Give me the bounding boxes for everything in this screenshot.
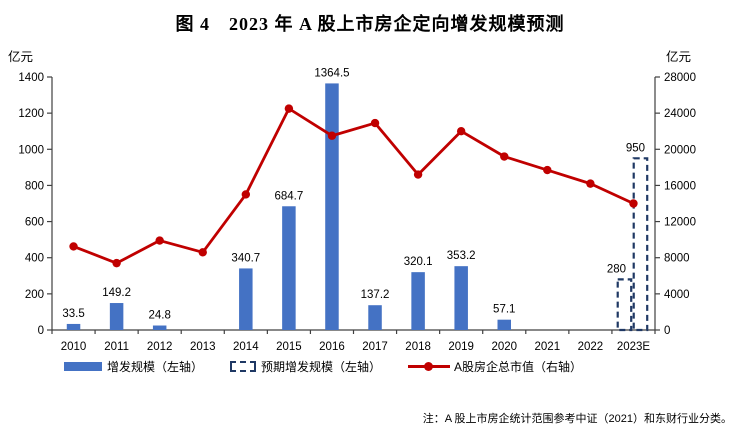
x-axis-label-2017: 2017: [362, 341, 388, 353]
y-tick-label-right: 20000: [664, 144, 696, 156]
x-axis-label-2010: 2010: [61, 341, 87, 353]
market-cap-point-2020: [500, 152, 509, 161]
bar-2012: [152, 325, 167, 330]
bar-label-2015: 684.7: [275, 190, 304, 202]
bar-2015: [282, 206, 296, 330]
market-cap-point-2010: [69, 242, 78, 251]
bar-label-2019: 353.2: [447, 250, 476, 262]
market-cap-point-2013: [198, 248, 207, 257]
x-axis-label-2015: 2015: [276, 341, 302, 353]
market-cap-point-2014: [241, 190, 251, 199]
x-axis-label-2023E: 2023E: [617, 341, 651, 353]
y-tick-label-left: 200: [25, 289, 44, 301]
y-tick-label-left: 1400: [18, 72, 44, 84]
bar-label-2010: 33.5: [62, 308, 84, 320]
chart-legend: 增发规模（左轴） 预期增发规模（左轴） A股房企总市值（右轴）: [64, 358, 582, 375]
market-cap-point-2022: [586, 179, 595, 188]
bar-label-2017: 137.2: [361, 289, 390, 301]
forecast-bar-label-950: 950: [626, 142, 645, 154]
legend-label: 增发规模（左轴）: [107, 360, 204, 374]
legend-label: 预期增发规模（左轴）: [261, 360, 382, 374]
y-tick-label-left: 400: [25, 253, 44, 265]
legend-item-0: 增发规模（左轴）: [64, 358, 203, 375]
chart-canvas: 亿元 亿元 0 200 400 600 800 1000 1200 1400 0 4000 8000 12…: [8, 49, 696, 353]
market-cap-point-2012: [155, 236, 164, 245]
y-tick-label-right: 0: [664, 325, 670, 337]
market-cap-point-2011: [112, 258, 121, 268]
legend-line-swatch: [408, 362, 451, 371]
x-axis-label-2019: 2019: [448, 341, 474, 353]
y-tick-label-right: 16000: [664, 180, 696, 192]
legend-item-2: A股房企总市值（右轴）: [408, 358, 582, 375]
bar-label-2011: 149.2: [102, 287, 131, 299]
legend-item-1: 预期增发规模（左轴）: [230, 358, 381, 375]
bar-label-2012: 24.8: [148, 310, 170, 322]
market-cap-point-2019: [456, 127, 466, 136]
bar-label-2016: 1364.5: [314, 67, 349, 79]
y-tick-label-left: 0: [38, 325, 44, 337]
x-axis-label-2022: 2022: [578, 341, 604, 353]
y-tick-label-right: 8000: [664, 253, 690, 265]
legend-line-marker-dot: [424, 362, 434, 371]
forecast-bar-950: [632, 157, 649, 332]
y-tick-label-right: 24000: [664, 108, 696, 120]
forecast-bar-280: [616, 278, 633, 332]
x-axis-label-2012: 2012: [147, 341, 173, 353]
y-tick-label-left: 800: [25, 180, 44, 192]
right-axis-unit-label: 亿元: [666, 49, 691, 64]
source-note: 注：A 股上市房企统计范围参考中证（2021）和东财行业分类。: [422, 413, 732, 425]
x-axis-label-2018: 2018: [405, 341, 431, 353]
bar-2019: [454, 266, 468, 330]
y-tick-label-right: 28000: [664, 72, 696, 84]
bar-2018: [411, 272, 425, 330]
market-cap-point-2023E: [629, 199, 638, 208]
market-cap-point-2017: [370, 118, 380, 128]
market-cap-point-2018: [413, 170, 423, 179]
x-axis-label-2014: 2014: [233, 341, 259, 353]
bar-label-2020: 57.1: [493, 304, 515, 316]
y-tick-label-right: 4000: [664, 289, 690, 301]
x-axis-label-2020: 2020: [491, 341, 517, 353]
x-axis-label-2021: 2021: [535, 341, 561, 353]
chart-title: 图 4 2023 年 A 股上市房企定向增发规模预测: [175, 14, 565, 34]
legend-label: A股房企总市值（右轴）: [454, 360, 583, 374]
market-cap-point-2015: [284, 104, 294, 113]
bar-2017: [368, 305, 382, 330]
bar-2010: [66, 323, 81, 330]
y-tick-label-left: 1000: [18, 144, 44, 156]
market-cap-point-2016: [327, 131, 337, 140]
bar-2011: [109, 303, 124, 330]
bar-2014: [239, 268, 253, 330]
bar-2020: [497, 319, 511, 330]
left-axis-unit-label: 亿元: [8, 49, 33, 64]
x-axis-label-2011: 2011: [104, 341, 129, 353]
market-cap-line: [73, 107, 635, 265]
x-axis-label-2013: 2013: [190, 341, 216, 353]
market-cap-point-2021: [543, 165, 552, 175]
y-tick-label-right: 12000: [664, 217, 696, 229]
legend-bar-swatch: [64, 362, 102, 371]
y-tick-label-left: 1200: [18, 108, 44, 120]
x-axis-label-2016: 2016: [319, 341, 345, 353]
forecast-bar-label-280: 280: [607, 263, 626, 275]
bar-2016: [325, 83, 339, 330]
legend-dashed-bar-swatch: [230, 361, 257, 372]
bar-label-2014: 340.7: [231, 252, 260, 264]
bar-label-2018: 320.1: [404, 256, 433, 268]
y-tick-label-left: 600: [25, 217, 44, 229]
